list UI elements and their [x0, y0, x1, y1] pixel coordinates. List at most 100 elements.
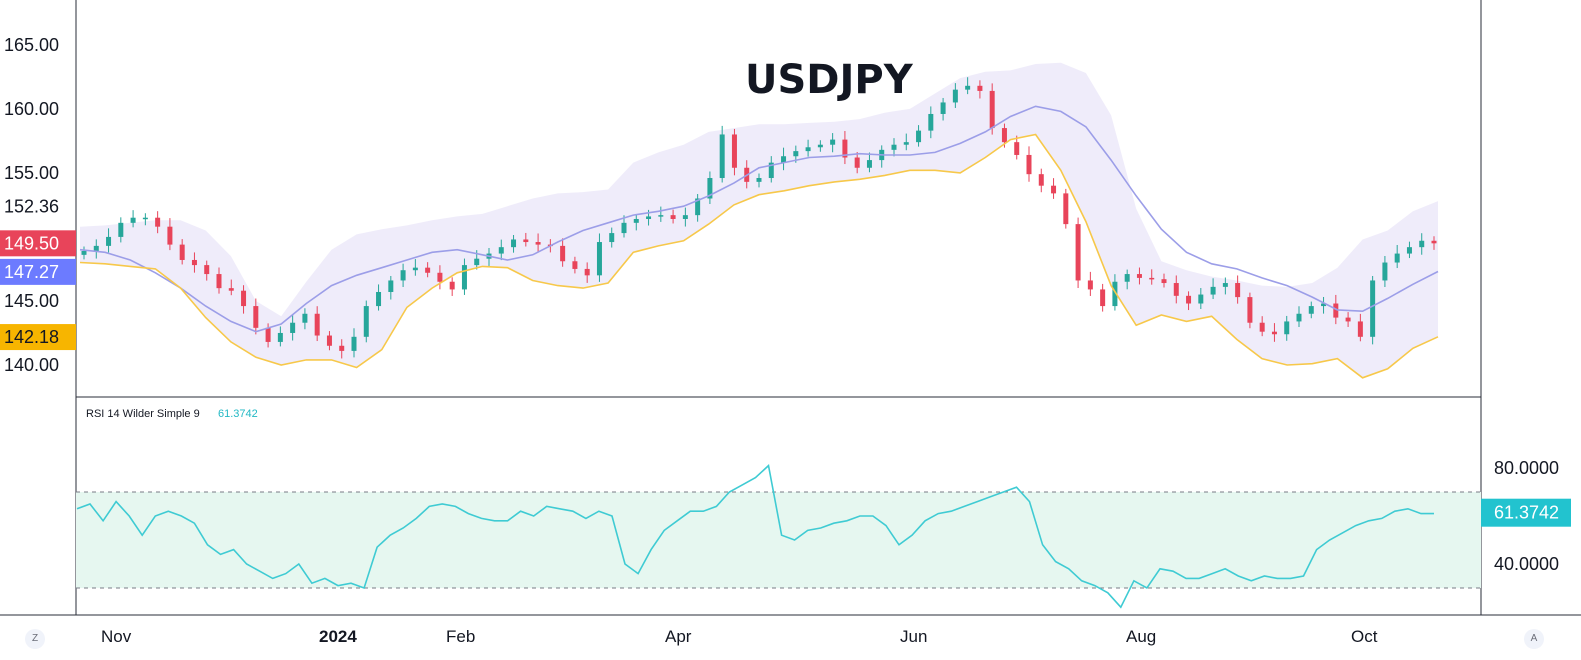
candle-body	[228, 288, 234, 291]
candle-body	[1247, 297, 1253, 323]
candle-body	[179, 244, 185, 260]
candle-body	[412, 267, 418, 271]
candle-body	[376, 291, 382, 307]
candle-body	[1271, 331, 1277, 335]
candle-body	[253, 306, 259, 328]
candle-body	[805, 147, 811, 152]
candle-body	[830, 139, 836, 145]
candle-body	[977, 85, 983, 91]
candle-body	[670, 215, 676, 219]
time-axis-label: Aug	[1126, 627, 1156, 646]
candle-body	[891, 144, 897, 150]
candle-body	[1321, 303, 1327, 307]
price-tick-label: 160.00	[4, 99, 59, 119]
candle-body	[1198, 294, 1204, 304]
candle-body	[916, 130, 922, 143]
price-axis-highlight-label: 152.36	[4, 197, 59, 217]
candle-body	[241, 290, 247, 307]
price-badge-label: 149.50	[4, 233, 59, 253]
bollinger-lines	[79, 105, 1439, 379]
candle-body	[277, 332, 283, 342]
candle-body	[425, 267, 431, 273]
candle-body	[572, 261, 578, 269]
auto-scale-button[interactable]: A	[1524, 629, 1544, 649]
price-tick-label: 140.00	[4, 355, 59, 375]
candle-body	[511, 239, 517, 248]
price-badge	[0, 324, 76, 351]
candle-body	[314, 313, 320, 336]
candle-body	[695, 198, 701, 216]
price-tick-label: 155.00	[4, 163, 59, 183]
candle-body	[842, 139, 848, 158]
candle-body	[81, 251, 87, 255]
candle-body	[817, 144, 823, 148]
candle-body	[326, 335, 332, 346]
price-badge-label: 142.18	[4, 327, 59, 347]
candle-body	[658, 215, 664, 217]
candle-body	[1235, 283, 1241, 298]
candle-body	[461, 265, 467, 290]
candle-body	[719, 134, 725, 179]
candle-body	[1001, 128, 1007, 143]
time-axis-label: Apr	[665, 627, 692, 646]
time-axis-label: Oct	[1351, 627, 1378, 646]
rsi-line	[76, 464, 1434, 609]
candle-body	[731, 134, 737, 168]
candle-body	[1161, 279, 1167, 284]
candle-body	[1308, 306, 1314, 314]
bollinger-band-fill	[80, 62, 1438, 378]
candle-body	[621, 222, 627, 234]
scale-left-button[interactable]: Z	[25, 629, 45, 649]
rsi-legend-label: RSI 14 Wilder Simple 9	[86, 408, 200, 420]
candle-body	[191, 259, 197, 266]
candle-body	[290, 322, 296, 333]
candle-body	[1222, 283, 1228, 287]
bollinger-band-area	[80, 62, 1438, 378]
price-tick-label: 165.00	[4, 35, 59, 55]
candle-body	[130, 217, 136, 223]
rsi-axis-tick-label: 40.0000	[1494, 554, 1559, 574]
candle-body	[952, 89, 958, 103]
candle-body	[756, 178, 762, 182]
candlestick-series	[81, 77, 1437, 359]
candle-body	[204, 265, 210, 275]
candle-body	[1419, 240, 1425, 248]
candle-body	[560, 245, 566, 262]
candle-body	[866, 160, 872, 168]
candle-body	[302, 313, 308, 323]
candle-body	[596, 242, 602, 276]
rsi-axis-tick-label: 80.0000	[1494, 458, 1559, 478]
candle-body	[155, 217, 161, 227]
candle-body	[768, 162, 774, 179]
candle-body	[216, 274, 222, 289]
candle-body	[449, 281, 455, 290]
candle-body	[1284, 321, 1290, 335]
bollinger-lower-line	[79, 133, 1439, 379]
candle-body	[682, 215, 688, 219]
candle-body	[903, 142, 909, 145]
price-badge	[0, 230, 76, 257]
price-tick-label: 145.00	[4, 291, 59, 311]
candle-body	[1186, 295, 1192, 304]
price-badge	[0, 258, 76, 285]
candle-body	[93, 245, 99, 252]
candle-body	[1333, 303, 1339, 318]
candle-body	[400, 270, 406, 281]
candle-body	[1063, 193, 1069, 225]
price-badge-label: 147.27	[4, 262, 59, 282]
time-axis-label: Jun	[900, 627, 927, 646]
candle-body	[1026, 154, 1032, 175]
rsi-value-badge	[1481, 498, 1571, 527]
candle-body	[1370, 280, 1376, 337]
candle-body	[1394, 253, 1400, 263]
candle-body	[1051, 185, 1057, 194]
price-axis: 165.00 160.00 155.00 145.00 140.00	[4, 35, 59, 375]
candle-body	[498, 247, 504, 254]
candle-body	[646, 216, 652, 219]
candle-body	[1149, 277, 1155, 280]
bollinger-middle-line	[79, 105, 1439, 333]
candle-body	[1296, 313, 1302, 322]
candle-body	[989, 90, 995, 129]
candle-body	[609, 233, 615, 243]
